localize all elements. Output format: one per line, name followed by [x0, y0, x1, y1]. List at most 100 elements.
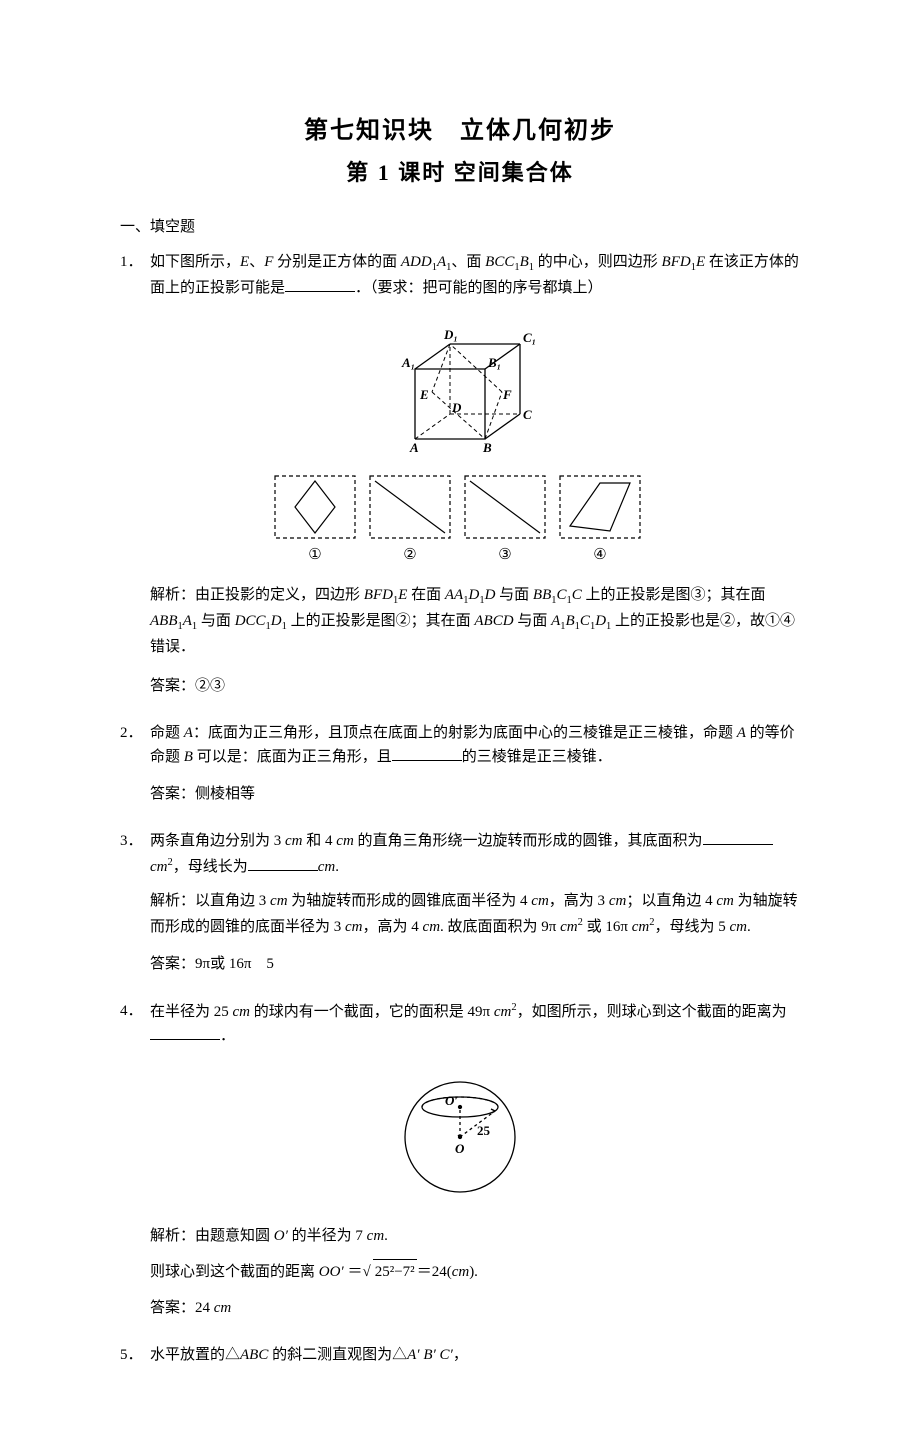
unit-cm2: cm2: [150, 859, 173, 875]
section-heading: 一、填空题: [120, 215, 800, 236]
unit-cm2: cm2: [632, 919, 655, 935]
text: ).: [469, 1264, 478, 1280]
unit-cm2: cm2: [494, 1004, 517, 1020]
q3-number: 3．: [120, 829, 150, 880]
text: 的中心，则四边形: [534, 254, 662, 270]
text: 如下图所示，: [150, 254, 240, 270]
q4-number: 4．: [120, 999, 150, 1050]
question-1: 1． 如下图所示，E、F 分别是正方体的面 ADD1A1、面 BCC1B1 的中…: [120, 250, 800, 699]
question-5: 5． 水平放置的△ABC 的斜二测直观图为△A′ B′ C′，: [120, 1343, 800, 1368]
q1-figure-cube: A B C D A₁ B₁ C₁ D₁ E F: [120, 309, 800, 463]
unit-cm: cm: [367, 1228, 385, 1244]
triangle-AprimeBprimeCprime: A′ B′ C′: [407, 1347, 453, 1363]
text: 和 4: [303, 833, 337, 849]
text: .: [747, 919, 751, 935]
svg-text:D: D: [451, 400, 462, 415]
text: ，高为 4: [363, 919, 423, 935]
text: ＝: [344, 1264, 363, 1280]
q4-analysis-1: 解析：由题意知圆 O′ 的半径为 7 cm.: [150, 1224, 800, 1249]
quad-BFD1E: BFD1E: [662, 254, 706, 270]
label-O: O: [455, 1141, 465, 1156]
analysis-label: 解析：: [150, 1228, 195, 1244]
unit-cm: cm: [270, 893, 288, 909]
text: ＝24(: [417, 1264, 452, 1280]
answer-value: 24: [195, 1300, 214, 1316]
unit-cm: cm: [336, 833, 354, 849]
text: . 故底面面积为 9π: [440, 919, 560, 935]
unit-cm: cm: [345, 919, 363, 935]
text: 为轴旋转而形成的圆锥底面半径为 4: [288, 893, 532, 909]
answer-label: 答案：: [150, 1300, 195, 1316]
text: 两条直角边分别为 3: [150, 833, 285, 849]
text: 在面: [407, 587, 445, 603]
question-3: 3． 两条直角边分别为 3 cm 和 4 cm 的直角三角形绕一边旋转而形成的圆…: [120, 829, 800, 977]
answer-value: ②③: [195, 678, 225, 694]
svg-text:A₁: A₁: [401, 355, 415, 370]
question-2: 2． 命题 A：底面为正三角形，且顶点在底面上的射影为底面中心的三棱锥是正三棱锥…: [120, 721, 800, 807]
q4-figure-sphere: O′ O 25: [120, 1057, 800, 1216]
text: ，如图所示，则球心到这个截面的距离为: [517, 1004, 787, 1020]
q4-answer: 答案：24 cm: [150, 1296, 800, 1321]
svg-text:F: F: [502, 387, 512, 402]
text: 的斜二测直观图为△: [268, 1347, 407, 1363]
q2-answer: 答案：侧棱相等: [150, 782, 800, 807]
sym: ABCD: [474, 613, 513, 629]
text: 由正投影的定义，四边形: [195, 587, 364, 603]
unit-cm: cm: [318, 859, 336, 875]
unit-cm: cm: [609, 893, 627, 909]
analysis-label: 解析：: [150, 893, 195, 909]
text: 与面: [197, 613, 235, 629]
cube-svg: A B C D A₁ B₁ C₁ D₁ E F: [380, 309, 540, 454]
svg-text:B₁: B₁: [487, 355, 501, 370]
sub-title: 第 1 课时 空间集合体: [120, 155, 800, 187]
text: 上的正投影是图③；其在面: [582, 587, 766, 603]
text: ，高为 3: [549, 893, 609, 909]
answer-value: 侧棱相等: [195, 786, 255, 802]
sym: ABB1A1: [150, 613, 197, 629]
text: 的球内有一个截面，它的面积是 49π: [250, 1004, 494, 1020]
answer-label: 答案：: [150, 678, 195, 694]
unit-cm: cm: [729, 919, 747, 935]
text: 或 16π: [583, 919, 632, 935]
text: ，母线长为: [173, 859, 248, 875]
text: 由题意知圆: [195, 1228, 274, 1244]
var-E: E: [240, 254, 249, 270]
opt-3-label: ③: [498, 547, 511, 563]
q5-body: 水平放置的△ABC 的斜二测直观图为△A′ B′ C′，: [150, 1343, 800, 1368]
text: 以直角边 3: [195, 893, 270, 909]
text: ，母线为 5: [654, 919, 729, 935]
text: ：底面为正三角形，且顶点在底面上的射影为底面中心的三棱锥是正三棱锥，命题: [193, 725, 737, 741]
text: 命题: [150, 725, 184, 741]
unit-cm: cm: [531, 893, 549, 909]
face-BCC1B1: BCC1B1: [485, 254, 534, 270]
unit-cm: cm: [285, 833, 303, 849]
unit-cm: cm: [716, 893, 734, 909]
q1-answer: 答案：②③: [150, 674, 800, 699]
options-svg: ① ② ③ ④: [270, 471, 650, 566]
svg-text:D₁: D₁: [443, 327, 458, 342]
text: .: [384, 1228, 388, 1244]
svg-text:B: B: [482, 440, 492, 454]
q4-analysis-2: 则球心到这个截面的距离 OO′ ＝√25²−7²＝24(cm).: [150, 1259, 800, 1285]
unit-cm: cm: [214, 1300, 232, 1316]
svg-text:C: C: [523, 407, 532, 422]
unit-cm2: cm2: [560, 919, 583, 935]
text: 、: [249, 254, 264, 270]
var-B: B: [184, 749, 193, 765]
blank: [248, 855, 318, 871]
answer-label: 答案：: [150, 956, 195, 972]
q2-number: 2．: [120, 721, 150, 771]
label-25: 25: [477, 1123, 491, 1138]
var-A: A: [184, 725, 193, 741]
q3-analysis: 解析：以直角边 3 cm 为轴旋转而形成的圆锥底面半径为 4 cm，高为 3 c…: [150, 889, 800, 940]
text: 的直角三角形绕一边旋转而形成的圆锥，其底面积为: [354, 833, 703, 849]
text: ；以直角边 4: [626, 893, 716, 909]
triangle-ABC: ABC: [240, 1347, 268, 1363]
unit-cm: cm: [233, 1004, 251, 1020]
q4-body: 在半径为 25 cm 的球内有一个截面，它的面积是 49π cm2，如图所示，则…: [150, 999, 800, 1050]
sym: BFD1E: [364, 587, 408, 603]
svg-text:A: A: [409, 440, 419, 454]
q5-number: 5．: [120, 1343, 150, 1368]
q1-number: 1．: [120, 250, 150, 301]
svg-text:C₁: C₁: [523, 330, 536, 345]
